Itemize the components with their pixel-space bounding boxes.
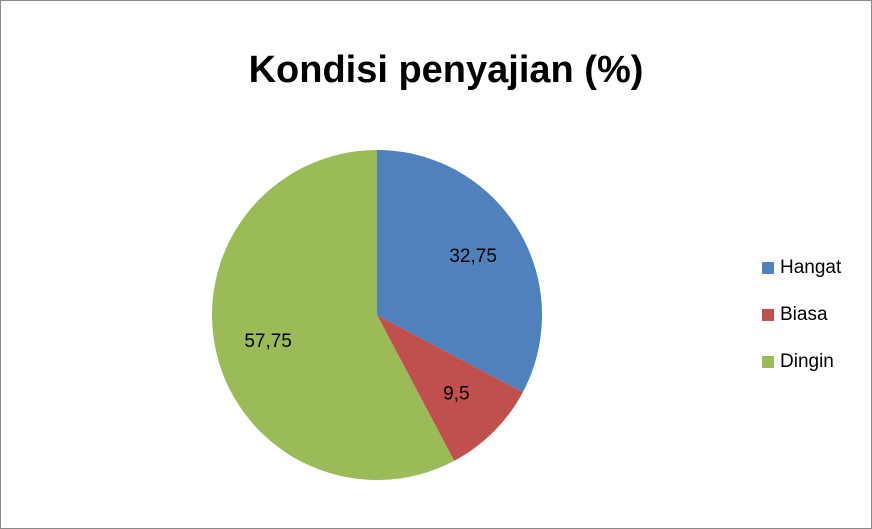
legend-label: Biasa — [780, 304, 828, 325]
data-label: 9,5 — [443, 383, 469, 404]
chart-title: Kondisi penyajian (%) — [249, 49, 644, 91]
legend-swatch — [762, 262, 774, 274]
legend-label: Hangat — [780, 257, 842, 278]
legend-swatch — [762, 356, 774, 368]
chart: Kondisi penyajian (%) 32,75 9,5 57,75 Hanga… — [0, 0, 872, 529]
data-label: 32,75 — [449, 246, 497, 267]
legend-swatch — [762, 309, 774, 321]
legend-label: Dingin — [780, 351, 834, 372]
data-label: 57,75 — [244, 331, 292, 352]
page: {"chart_data": {"type": "pie", "title": … — [0, 0, 872, 529]
